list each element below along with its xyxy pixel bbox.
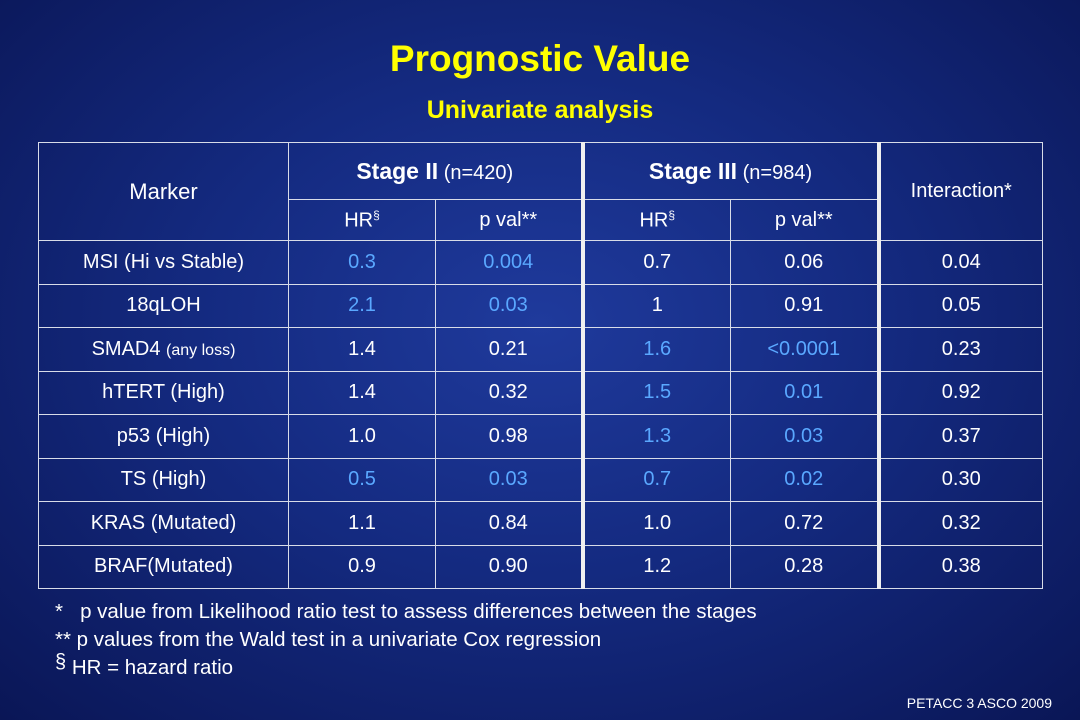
interaction-cell: 0.04 (878, 240, 1044, 285)
stage3-p-cell: 0.72 (729, 501, 881, 546)
stage3-p-cell: 0.03 (729, 414, 881, 459)
table-row: KRAS (Mutated) 1.1 0.84 1.0 0.72 0.32 (38, 501, 1044, 546)
table-row: hTERT (High) 1.4 0.32 1.5 0.01 0.92 (38, 370, 1044, 415)
stage3-n: (n=984) (742, 161, 813, 184)
interaction-cell: 0.37 (878, 414, 1044, 459)
stage3-hr-cell: 1.3 (582, 414, 731, 459)
stage3-hr-cell: 1.2 (582, 544, 731, 589)
stage2-p-cell: 0.004 (435, 240, 585, 285)
footnote-hr: § HR = hazard ratio (55, 651, 234, 679)
interaction-cell: 0.05 (878, 283, 1044, 328)
stage2-p-cell: 0.98 (435, 414, 585, 459)
stage3-p-cell: 0.28 (729, 544, 881, 589)
stage3-p-cell: 0.02 (729, 457, 881, 502)
stage3-pval-header: p val** (729, 199, 881, 241)
slide-subtitle: Univariate analysis (426, 96, 654, 124)
stage3-header: Stage III (n=984) (581, 142, 881, 200)
stage2-p-cell: 0.03 (435, 283, 585, 328)
interaction-cell: 0.30 (878, 457, 1044, 502)
stage2-hr-cell: 0.9 (288, 544, 436, 589)
stage3-hr-cell: 0.7 (582, 457, 731, 502)
stage2-hr-cell: 0.3 (288, 240, 436, 285)
marker-cell: hTERT (High) (38, 370, 289, 415)
table-row: MSI (Hi vs Stable) 0.3 0.004 0.7 0.06 0.… (38, 240, 1044, 285)
stage3-label: Stage III (648, 157, 738, 184)
stage2-hr-cell: 1.1 (288, 501, 436, 546)
stage2-p-cell: 0.84 (435, 501, 585, 546)
table-row: p53 (High) 1.0 0.98 1.3 0.03 0.37 (38, 414, 1044, 459)
marker-cell: p53 (High) (38, 414, 289, 459)
stage3-p-cell: <0.0001 (729, 327, 881, 372)
stage3-hr-cell: 0.7 (582, 240, 731, 285)
stage2-hr-cell: 1.4 (288, 327, 436, 372)
interaction-cell: 0.32 (878, 501, 1044, 546)
stage2-hr-cell: 0.5 (288, 457, 436, 502)
prognostic-table: Marker Stage II (n=420) Stage III (n=984… (38, 142, 1044, 589)
stage3-p-cell: 0.01 (729, 370, 881, 415)
marker-cell: MSI (Hi vs Stable) (38, 240, 289, 285)
stage2-label: Stage II (356, 157, 439, 184)
marker-cell: KRAS (Mutated) (38, 501, 289, 546)
stage2-p-cell: 0.03 (435, 457, 585, 502)
interaction-cell: 0.38 (878, 544, 1044, 589)
stage3-hr-cell: 1.0 (582, 501, 731, 546)
marker-cell: BRAF(Mutated) (38, 544, 289, 589)
interaction-cell: 0.92 (878, 370, 1044, 415)
stage3-p-cell: 0.06 (729, 240, 881, 285)
section-symbol: § (55, 651, 67, 673)
stage2-hr-cell: 1.4 (288, 370, 436, 415)
table-row: BRAF(Mutated) 0.9 0.90 1.2 0.28 0.38 (38, 544, 1044, 589)
marker-header: Marker (38, 142, 289, 241)
stage2-hr-header: HR§ (288, 199, 436, 241)
stage2-pval-header: p val** (435, 199, 585, 241)
marker-cell: SMAD4 (any loss) (38, 327, 289, 372)
stage2-p-cell: 0.32 (435, 370, 585, 415)
footnotes: * p value from Likelihood ratio test to … (55, 598, 757, 682)
stage2-p-cell: 0.21 (435, 327, 585, 372)
stage3-p-cell: 0.91 (729, 283, 881, 328)
stage2-hr-cell: 1.0 (288, 414, 436, 459)
stage3-hr-cell: 1 (582, 283, 731, 328)
stage2-hr-cell: 2.1 (288, 283, 436, 328)
slide-credit: PETACC 3 ASCO 2009 (906, 695, 1052, 711)
table-row: TS (High) 0.5 0.03 0.7 0.02 0.30 (38, 457, 1044, 502)
marker-suffix: (any loss) (166, 341, 236, 359)
stage2-n: (n=420) (443, 161, 514, 184)
marker-cell: 18qLOH (38, 283, 289, 328)
stage3-hr-cell: 1.5 (582, 370, 731, 415)
stage2-p-cell: 0.90 (435, 544, 585, 589)
table-row: 18qLOH 2.1 0.03 1 0.91 0.05 (38, 283, 1044, 328)
footnote-wald: ** p values from the Wald test in a univ… (55, 628, 602, 651)
interaction-cell: 0.23 (878, 327, 1044, 372)
header-row-1: Marker Stage II (n=420) Stage III (n=984… (38, 142, 1044, 241)
marker-cell: TS (High) (38, 457, 289, 502)
table-row: SMAD4 (any loss) 1.4 0.21 1.6 <0.0001 0.… (38, 327, 1044, 372)
stage2-header: Stage II (n=420) (288, 142, 585, 200)
stage3-hr-cell: 1.6 (582, 327, 731, 372)
header-row-2: HR§ p val** HR§ p val** (39, 199, 1043, 241)
interaction-header: Interaction* (878, 142, 1044, 241)
stage3-hr-header: HR§ (582, 199, 731, 241)
slide-title: Prognostic Value (389, 38, 691, 79)
footnote-likelihood: * p value from Likelihood ratio test to … (55, 600, 757, 623)
